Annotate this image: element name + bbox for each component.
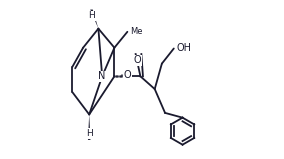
Text: O: O bbox=[133, 55, 141, 65]
Text: OH: OH bbox=[176, 44, 191, 53]
Text: H: H bbox=[86, 129, 93, 138]
Text: Me: Me bbox=[131, 27, 143, 36]
Text: O: O bbox=[124, 70, 131, 80]
Text: H: H bbox=[88, 11, 95, 20]
Text: N: N bbox=[99, 71, 106, 81]
Polygon shape bbox=[90, 10, 98, 29]
Polygon shape bbox=[88, 114, 91, 140]
